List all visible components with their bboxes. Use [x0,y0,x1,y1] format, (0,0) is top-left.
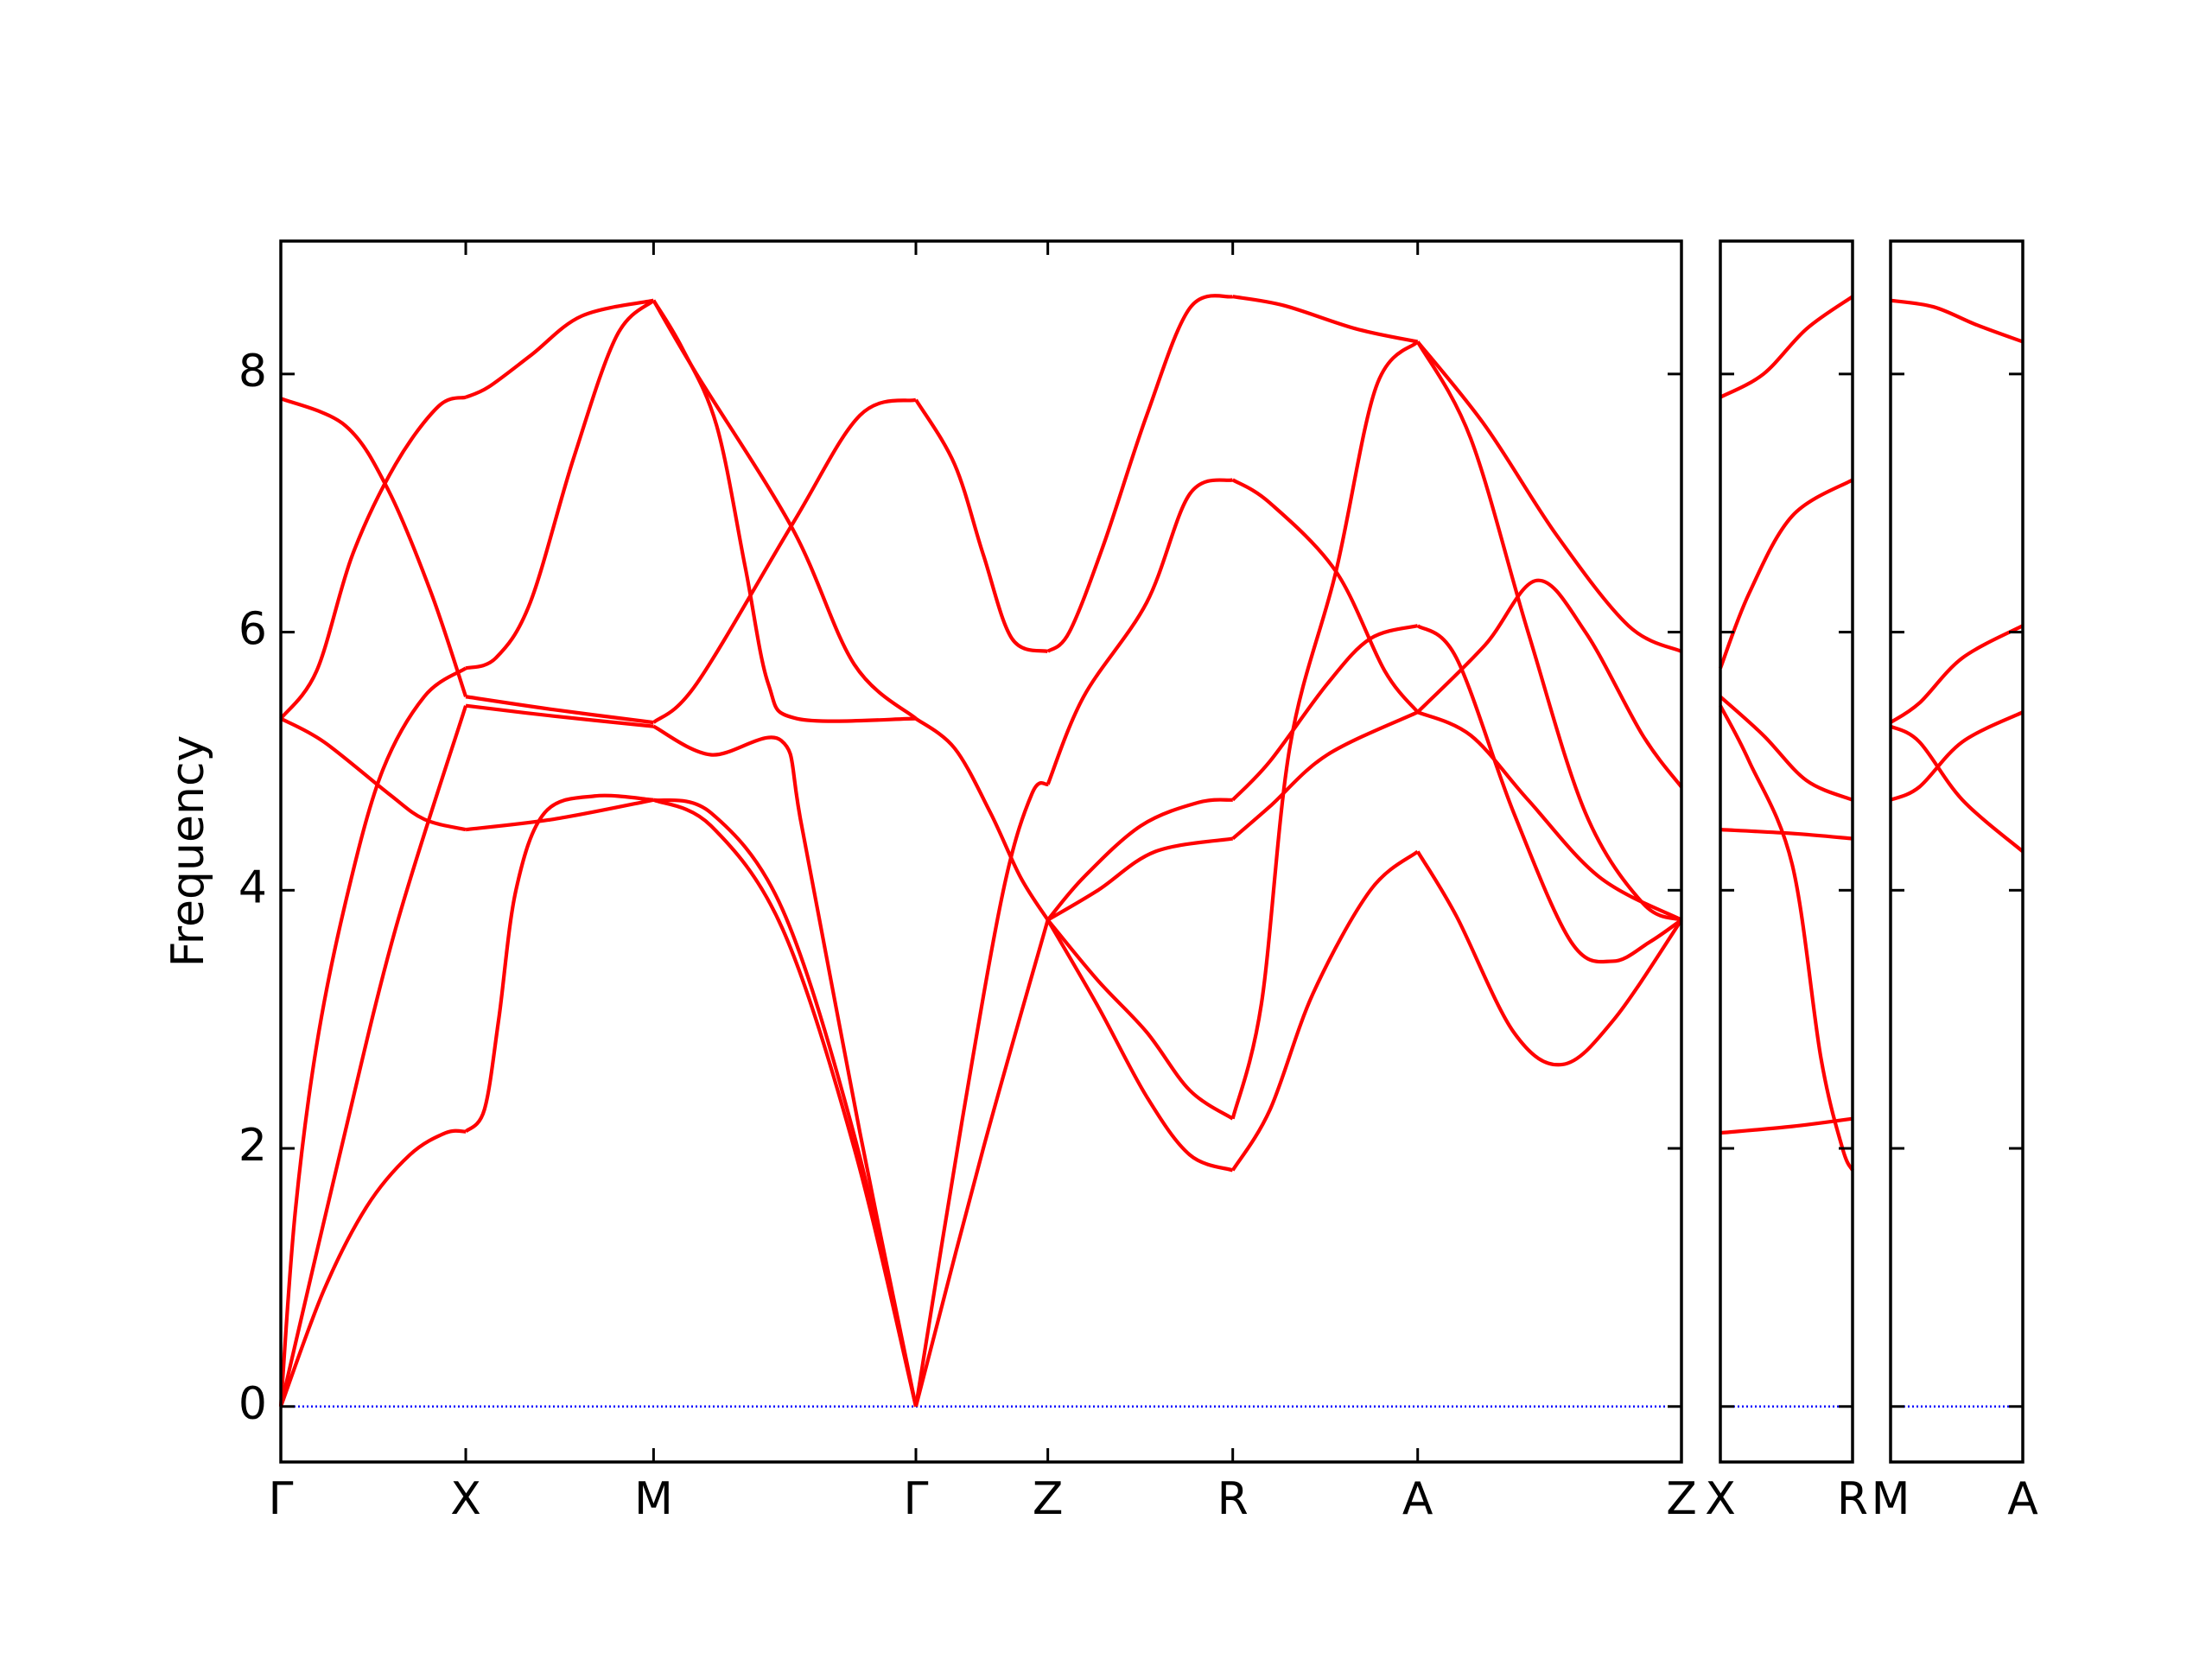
band-line [280,397,468,697]
band-line [1046,294,1234,653]
band-line [1719,295,1854,399]
band-line [464,793,654,1134]
x-tick-label: Z [1033,1473,1064,1525]
band-line [1046,478,1234,785]
band-line [1231,710,1419,841]
x-tick-label: M [1872,1473,1910,1525]
band-line [465,299,655,671]
band-line [913,919,1050,1408]
band-line [1046,918,1234,1121]
axes-frame [1719,239,1854,1464]
x-tick-label: R [1837,1473,1868,1525]
band-line [278,666,467,1407]
band-line [1719,695,1853,802]
band-line [914,716,1050,921]
band-line [1232,295,1419,344]
band-line [1416,624,1683,964]
band-line [1046,836,1234,922]
y-tick-label: 4 [238,861,267,913]
band-line [465,695,654,725]
band-line [1719,828,1853,841]
y-tick-label: 0 [238,1378,267,1430]
band-line [1416,578,1683,789]
x-tick-label: Γ [904,1473,929,1525]
band-line [279,395,467,720]
band-line [465,798,654,832]
band-line [1231,624,1419,802]
band-line [1719,704,1854,1172]
band-line [1416,710,1682,922]
band-line [280,716,467,832]
band-line [1890,724,2024,854]
band-line [1415,340,1682,922]
band-line [914,398,1049,654]
band-line [1046,798,1233,922]
x-tick-label: Z [1666,1473,1697,1525]
band-line [1719,478,1854,670]
band-line [652,299,917,723]
x-tick-label: A [2007,1473,2038,1525]
x-tick-label: R [1217,1473,1249,1525]
x-tick-label: M [634,1473,673,1525]
axes-frame [1889,239,2024,1464]
y-tick-label: 8 [238,346,267,397]
band-line [1890,710,2024,802]
y-tick-label: 2 [238,1120,267,1172]
band-line [1416,340,1682,653]
x-tick-label: X [450,1473,481,1525]
band-line [279,1128,467,1408]
band-line [1889,624,2024,724]
band-line [1719,1116,1853,1135]
band-line [1890,298,2024,344]
band-line [465,703,654,728]
y-tick-label: 6 [238,604,267,656]
x-tick-label: A [1402,1473,1433,1525]
band-line [1230,849,1420,1172]
band-line [652,798,918,1408]
band-line [652,724,918,1408]
band-line [1231,478,1420,714]
band-line [278,705,468,1408]
y-axis-label: Frequency [162,735,214,968]
axes-frame [279,239,1683,1464]
band-line [1415,850,1683,1067]
band-line [1046,918,1234,1173]
x-tick-label: X [1705,1473,1736,1525]
band-line [652,299,918,721]
band-line [652,397,917,724]
band-line [1230,340,1420,1120]
band-line [913,780,1049,1408]
x-tick-label: Γ [269,1473,294,1525]
band-line [652,798,918,1408]
band-line [465,298,654,399]
